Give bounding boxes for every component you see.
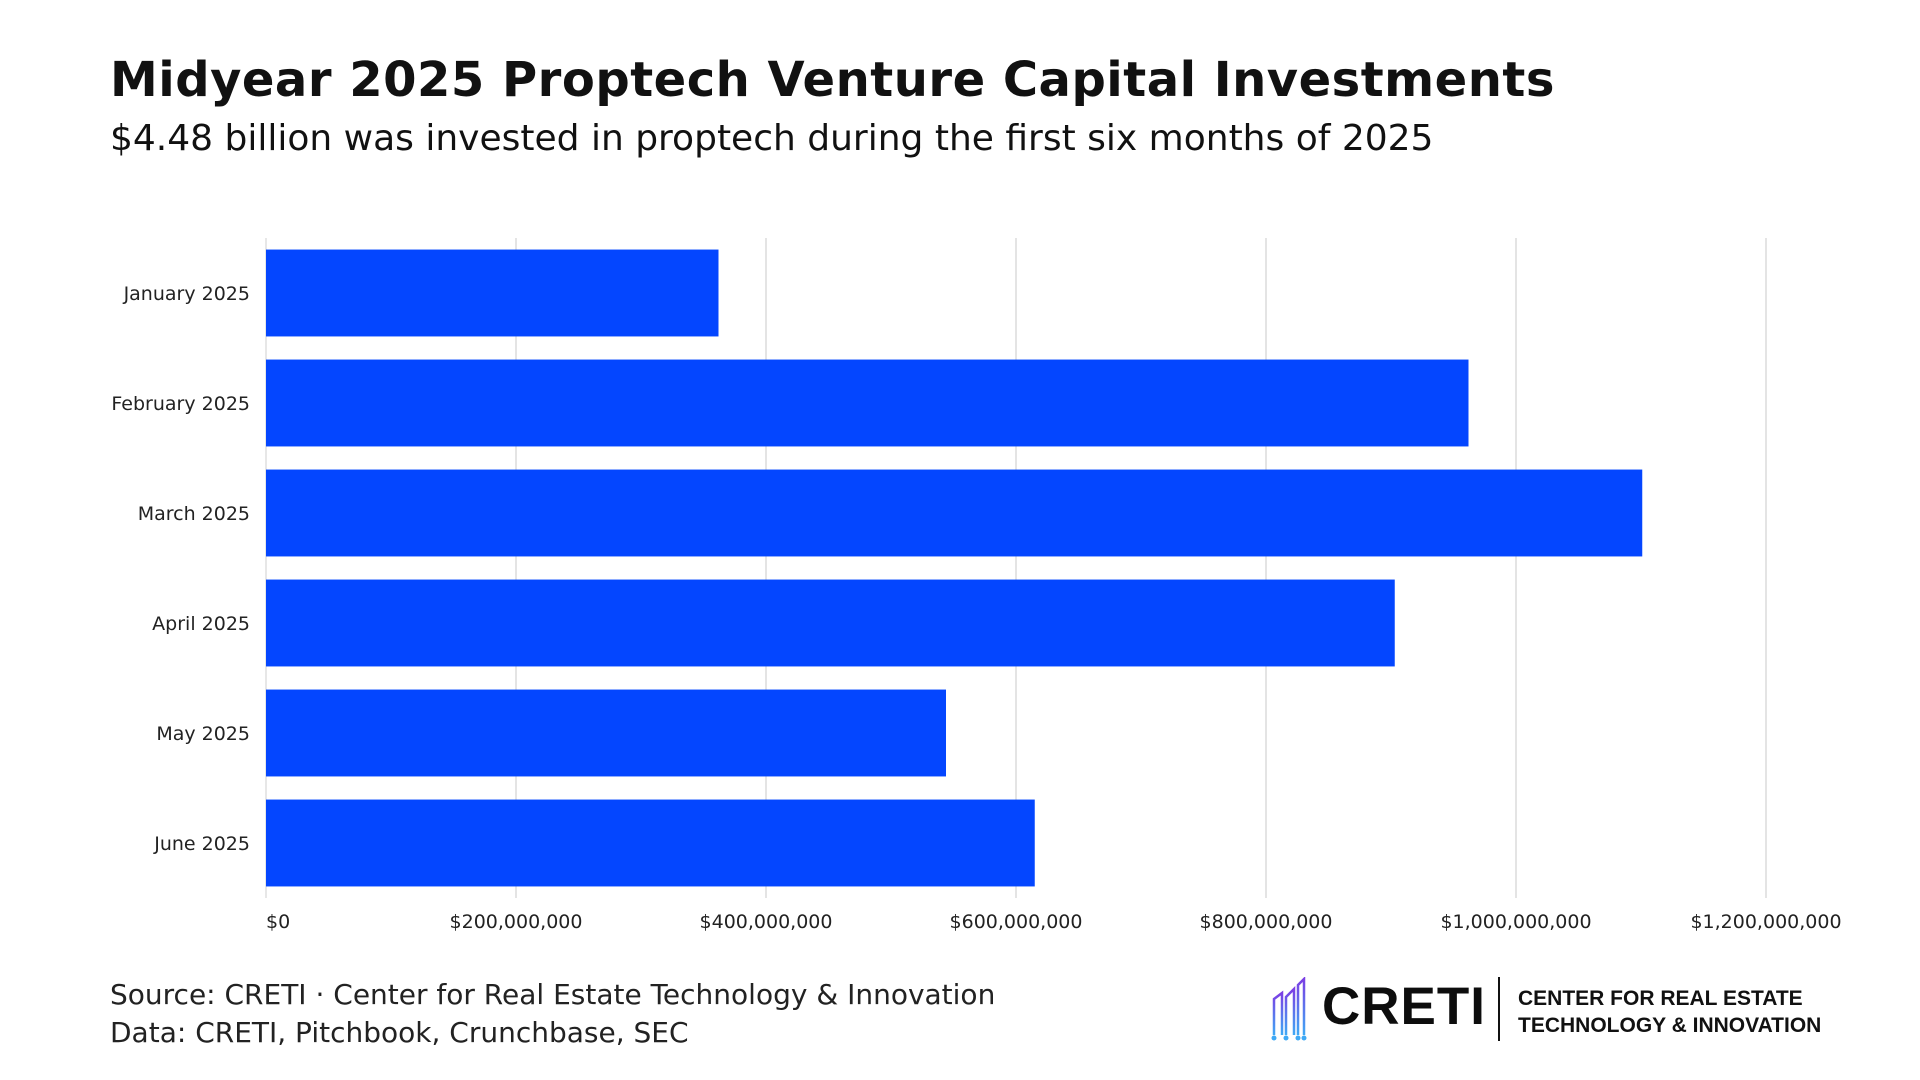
bar-february-2025 — [266, 359, 1469, 447]
category-label: March 2025 — [138, 503, 250, 525]
x-tick-label: $1,200,000,000 — [1690, 911, 1841, 933]
bar-june-2025 — [266, 799, 1035, 887]
category-labels: January 2025 February 2025 March 2025 April… — [111, 283, 250, 855]
chart-title: Midyear 2025 Proptech Venture Capital In… — [110, 52, 1555, 108]
x-tick-label: $200,000,000 — [450, 911, 583, 933]
category-label: January 2025 — [123, 283, 250, 305]
bar-march-2025 — [266, 469, 1643, 557]
x-tick-label: $1,000,000,000 — [1440, 911, 1591, 933]
bar-april-2025 — [266, 579, 1395, 667]
gridlines — [265, 238, 1767, 898]
logo-tagline-line1: CENTER FOR REAL ESTATE — [1518, 987, 1803, 1010]
x-axis-ticks: $0 $200,000,000 $400,000,000 $600,000,000 $8… — [266, 911, 1842, 933]
x-tick-label: $400,000,000 — [700, 911, 833, 933]
x-tick-label: $800,000,000 — [1200, 911, 1333, 933]
category-label: April 2025 — [152, 613, 250, 635]
logo-wordmark: CRETI — [1322, 977, 1486, 1036]
bar-january-2025 — [266, 249, 719, 337]
category-label: May 2025 — [156, 723, 250, 745]
category-label: February 2025 — [111, 393, 250, 415]
x-tick-label: $600,000,000 — [950, 911, 1083, 933]
logo-tagline-line2: TECHNOLOGY & INNOVATION — [1518, 1014, 1822, 1037]
category-label: June 2025 — [153, 833, 250, 855]
bar-chart: January 2025 February 2025 March 2025 April… — [111, 238, 1842, 933]
data-note: Data: CRETI, Pitchbook, Crunchbase, SEC — [110, 1016, 689, 1049]
creti-logo: CRETI CENTER FOR REAL ESTATE TECHNOLOGY … — [1268, 975, 1828, 1045]
building-circuit-icon — [1271, 977, 1307, 1041]
source-note: Source: CRETI · Center for Real Estate T… — [110, 978, 996, 1011]
bar-may-2025 — [266, 689, 946, 777]
logo-tagline: CENTER FOR REAL ESTATE TECHNOLOGY & INNO… — [1518, 985, 1821, 1039]
chart-subtitle: $4.48 billion was invested in proptech d… — [110, 118, 1434, 159]
logo-divider — [1498, 977, 1500, 1041]
x-tick-label: $0 — [266, 911, 290, 933]
bars — [266, 249, 1643, 887]
